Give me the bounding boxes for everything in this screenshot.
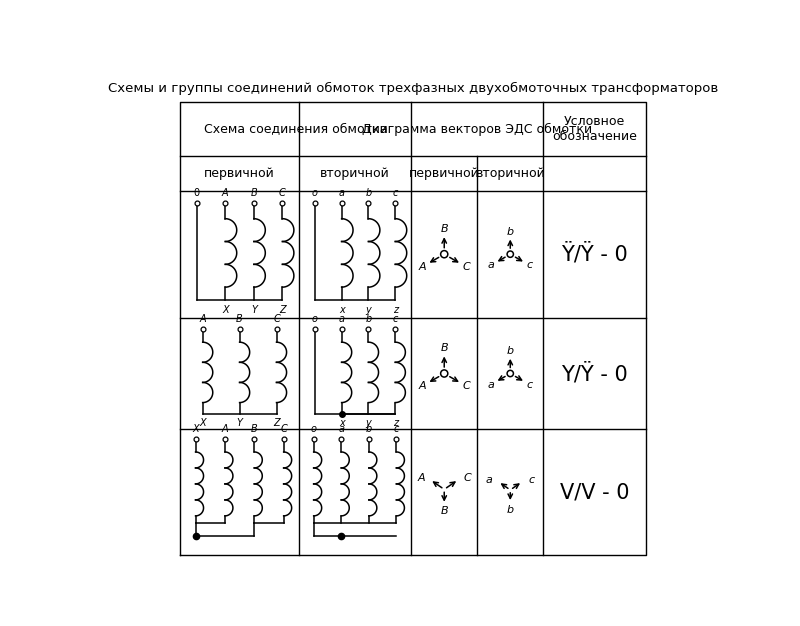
Text: B: B: [236, 314, 243, 324]
Text: b: b: [506, 346, 514, 356]
Text: b: b: [366, 424, 372, 434]
Text: C: C: [462, 381, 470, 391]
Text: C: C: [273, 314, 280, 324]
Text: Схемы и группы соединений обмоток трехфазных двухобмоточных трансформаторов: Схемы и группы соединений обмоток трехфа…: [108, 82, 718, 95]
Text: z: z: [393, 305, 398, 315]
Text: c: c: [528, 475, 534, 485]
Text: A: A: [418, 473, 425, 483]
Text: c: c: [394, 424, 399, 434]
Text: B: B: [441, 506, 448, 516]
Text: a: a: [338, 424, 344, 434]
Text: A: A: [418, 381, 426, 391]
Text: Y/Ÿ - 0: Y/Ÿ - 0: [561, 362, 628, 384]
Text: c: c: [526, 380, 533, 390]
Text: 0: 0: [194, 188, 200, 198]
Text: o: o: [312, 314, 318, 324]
Text: C: C: [279, 188, 286, 198]
Text: вторичной: вторичной: [475, 167, 545, 180]
Text: Y: Y: [251, 305, 257, 315]
Text: A: A: [199, 314, 206, 324]
Text: Схема соединения обмотки: Схема соединения обмотки: [204, 123, 387, 136]
Text: V/V - 0: V/V - 0: [560, 482, 629, 502]
Text: Ÿ/Ÿ - 0: Ÿ/Ÿ - 0: [561, 244, 628, 265]
Text: x: x: [338, 305, 345, 315]
Text: первичной: первичной: [204, 167, 275, 180]
Text: b: b: [366, 314, 371, 324]
Text: Z: Z: [279, 305, 286, 315]
Text: A: A: [222, 188, 229, 198]
Text: a: a: [338, 314, 345, 324]
Text: a: a: [487, 380, 494, 390]
Text: o: o: [310, 424, 317, 434]
Text: B: B: [441, 223, 448, 233]
Text: Диаграмма векторов ЭДС обмотки: Диаграмма векторов ЭДС обмотки: [362, 123, 592, 136]
Text: первичной: первичной: [409, 167, 479, 180]
Text: B: B: [441, 343, 448, 353]
Text: Y: Y: [237, 418, 242, 428]
Text: c: c: [393, 188, 398, 198]
Text: X: X: [222, 305, 229, 315]
Text: A: A: [222, 424, 228, 434]
Text: b: b: [506, 505, 514, 515]
Text: a: a: [338, 188, 345, 198]
Text: C: C: [462, 262, 470, 272]
Text: C: C: [463, 473, 471, 483]
Text: A: A: [418, 262, 426, 272]
Text: a: a: [486, 475, 493, 485]
Text: x: x: [338, 418, 345, 428]
Text: Z: Z: [274, 418, 280, 428]
Text: B: B: [250, 188, 258, 198]
Text: o: o: [312, 188, 318, 198]
Text: y: y: [366, 418, 371, 428]
Text: b: b: [366, 188, 371, 198]
Text: c: c: [393, 314, 398, 324]
Text: X: X: [199, 418, 206, 428]
Text: X: X: [192, 424, 199, 434]
Text: B: B: [251, 424, 258, 434]
Text: c: c: [526, 260, 533, 270]
Text: y: y: [366, 305, 371, 315]
Text: a: a: [487, 260, 494, 270]
Text: z: z: [393, 418, 398, 428]
Text: C: C: [280, 424, 287, 434]
Text: вторичной: вторичной: [320, 167, 390, 180]
Text: Условное
обозначение: Условное обозначение: [552, 115, 637, 143]
Text: b: b: [506, 227, 514, 237]
